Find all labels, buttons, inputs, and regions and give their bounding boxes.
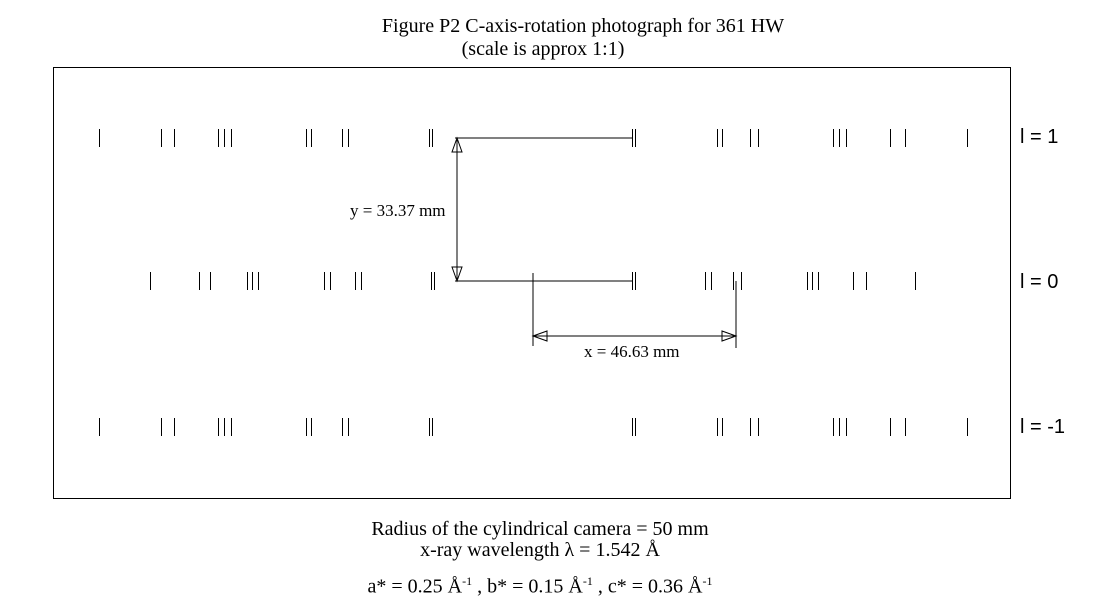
- y-arrow-up: [451, 136, 463, 153]
- figure-subtitle: (scale is approx 1:1): [461, 38, 625, 60]
- c-star-exponent: -1: [702, 574, 713, 588]
- b-star-value: , b* = 0.15 Å: [472, 575, 583, 598]
- y-label-bg: [346, 199, 454, 221]
- caption-camera-radius: Radius of the cylindrical camera = 50 mm: [371, 518, 709, 540]
- a-star-exponent: -1: [462, 574, 473, 588]
- x-arrow-right: [721, 330, 738, 342]
- figure-title: Figure P2 C-axis-rotation photograph for…: [381, 15, 785, 37]
- y-arrow-down: [451, 266, 463, 283]
- caption-reciprocal-lattice: a* = 0.25 Å-1 , b* = 0.15 Å-1 , c* = 0.3…: [0, 570, 1080, 598]
- x-arrow-left: [531, 330, 548, 342]
- a-star-value: a* = 0.25 Å: [367, 575, 463, 598]
- c-star-value: , c* = 0.36 Å: [592, 575, 703, 598]
- diffraction-spots: [99, 129, 968, 436]
- film-frame: [53, 67, 1011, 499]
- row-label-l1: l = 1: [1020, 126, 1059, 148]
- y-measurement-label: y = 33.37 mm: [350, 201, 446, 220]
- b-star-exponent: -1: [582, 574, 593, 588]
- row-label-l0: l = 0: [1020, 271, 1059, 293]
- caption-wavelength: x-ray wavelength λ = 1.542 Å: [420, 539, 660, 561]
- x-measurement-label: x = 46.63 mm: [584, 342, 680, 361]
- row-label-lminus1: l = -1: [1020, 416, 1066, 438]
